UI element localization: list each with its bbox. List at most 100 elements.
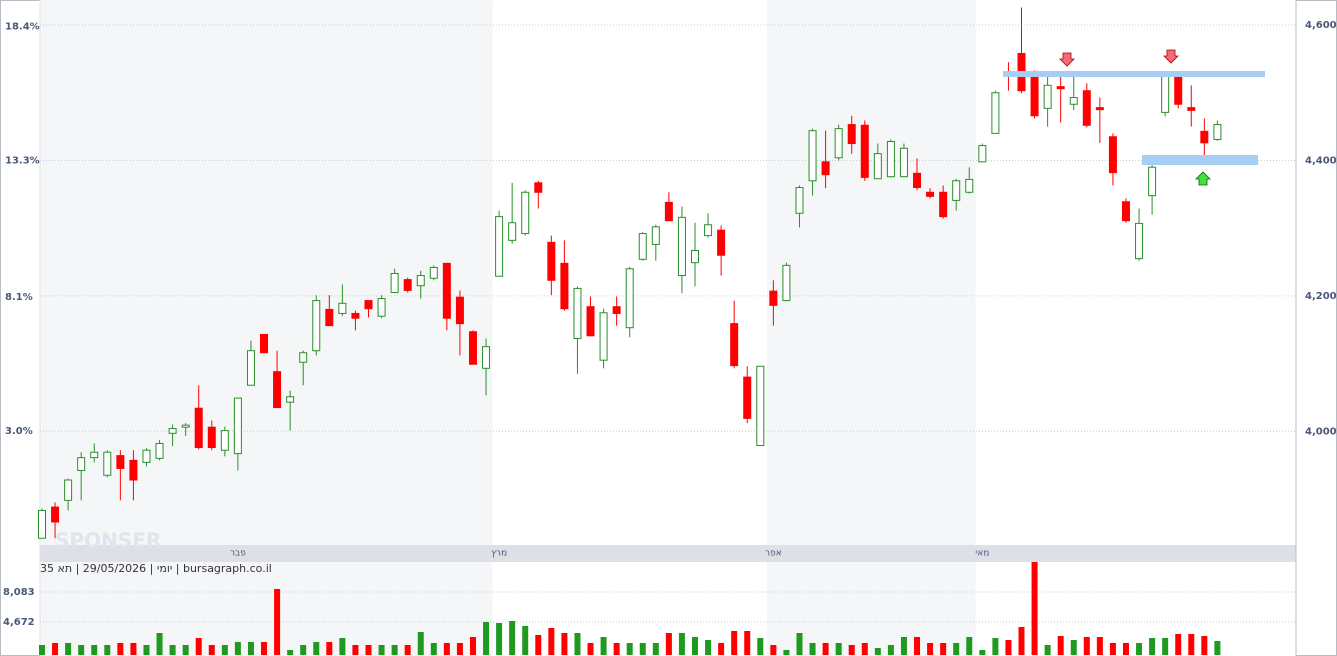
candle-body — [1161, 75, 1170, 113]
volume-bar — [234, 642, 241, 655]
candle-body — [429, 266, 438, 279]
volume-bar — [65, 643, 72, 655]
month-band — [40, 562, 493, 656]
volume-bar — [274, 589, 281, 655]
month-band — [975, 0, 1296, 545]
volume-bar — [39, 644, 45, 655]
candle-body — [90, 451, 99, 459]
candle-body — [364, 300, 373, 310]
volume-bar — [744, 630, 751, 655]
candle-body — [207, 426, 216, 449]
volume-bar — [469, 636, 476, 655]
candle-body — [181, 424, 190, 428]
volume-bar — [339, 637, 346, 655]
volume-bar — [822, 643, 829, 655]
candle-body — [38, 509, 46, 539]
candle-body — [926, 191, 935, 197]
volume-bar — [1162, 637, 1169, 655]
candle-body — [599, 312, 608, 361]
candle-body — [939, 191, 948, 218]
annotations — [1003, 49, 1265, 186]
candle-body — [1082, 90, 1091, 126]
candle-body — [769, 290, 778, 306]
candle-body — [1056, 86, 1065, 90]
resistance-band — [1003, 71, 1265, 77]
candle-body — [664, 201, 673, 222]
candle-body — [338, 302, 347, 314]
candle-body — [508, 222, 517, 241]
candle-body — [834, 128, 843, 159]
volume-bar — [914, 636, 921, 655]
volume-bar — [78, 644, 85, 655]
candle-body — [1135, 222, 1144, 260]
volume-bar — [430, 643, 437, 655]
candle-body — [1069, 96, 1078, 105]
volume-bar — [182, 644, 189, 655]
candle-body — [521, 191, 530, 235]
month-band — [40, 0, 493, 545]
candle-body — [142, 449, 151, 463]
volume-bar — [365, 644, 372, 655]
volume-bar — [143, 644, 150, 655]
volume-bar — [378, 644, 385, 655]
volume-bar — [130, 643, 137, 655]
candle-body — [534, 182, 543, 193]
volume-bar — [1122, 643, 1129, 655]
volume-bar — [574, 633, 581, 655]
month-band — [492, 562, 767, 656]
volume-bar — [535, 634, 542, 655]
candle-body — [325, 308, 334, 327]
candle-body — [677, 216, 686, 277]
volume-bar — [443, 643, 450, 655]
candle-body — [952, 180, 961, 201]
volume-bar — [757, 637, 764, 655]
candle-body — [51, 506, 60, 523]
candle-body — [612, 306, 621, 314]
info-text: יומי | 29/05/2026 | תא 35 | bursagraph.c… — [40, 562, 272, 575]
down-arrow — [1163, 49, 1179, 64]
volume-bar — [1109, 643, 1116, 655]
volume-bar — [979, 650, 986, 655]
candle-body — [168, 428, 177, 434]
volume-bar — [783, 650, 790, 655]
volume-bar — [52, 643, 59, 655]
candle-body — [1187, 107, 1196, 111]
candle-body — [991, 92, 1000, 134]
volume-bar — [1175, 633, 1182, 655]
volume-bar — [156, 633, 163, 655]
candle-body — [377, 298, 386, 317]
volume-bar — [613, 643, 620, 655]
candle-body — [468, 331, 477, 365]
candle-body — [416, 275, 425, 287]
candle-body — [730, 323, 739, 367]
volume-bar — [456, 643, 463, 655]
candle-body — [390, 273, 399, 293]
x-tick-label: מאי — [975, 549, 989, 559]
volume-bar — [195, 637, 202, 655]
candle-body — [1095, 107, 1104, 111]
volume-bar — [731, 630, 738, 655]
volume-bar — [1070, 640, 1077, 655]
month-band — [975, 562, 1296, 656]
candle-body — [1148, 166, 1157, 197]
candle-body — [965, 178, 974, 193]
candle-body — [586, 306, 595, 337]
candle-body — [651, 226, 660, 245]
candle-body — [273, 371, 282, 409]
volume-bar — [1005, 640, 1012, 655]
x-axis-strip — [40, 545, 1296, 562]
volume-bar — [1018, 627, 1025, 655]
month-band — [766, 0, 976, 545]
volume-bar — [496, 623, 503, 655]
candle-body — [547, 241, 556, 281]
y2-tick-label: 13.3% — [5, 155, 40, 166]
volume-bar — [692, 636, 698, 655]
volume-bar — [287, 650, 294, 655]
volume-bar — [1201, 636, 1208, 655]
y2-tick-label: 3.0% — [5, 426, 33, 437]
volume-bar — [1214, 640, 1221, 655]
volume-bar — [1044, 644, 1051, 655]
plot — [38, 7, 1222, 655]
y-tick-label: 4,200 — [1305, 291, 1337, 302]
